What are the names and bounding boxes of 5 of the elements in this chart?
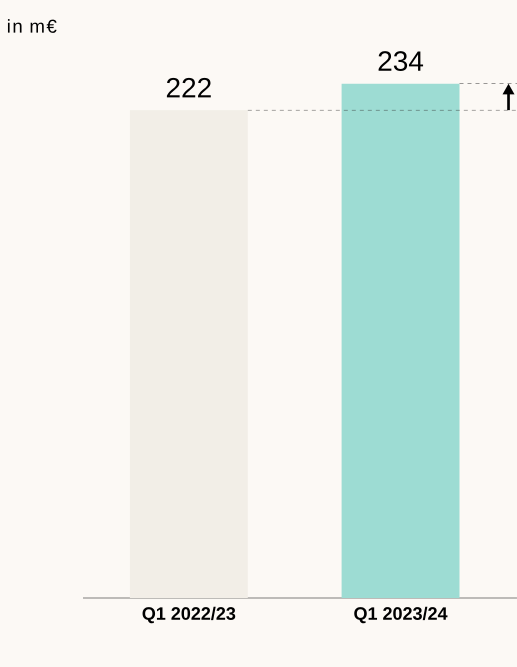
chart-title: in m€	[8, 19, 57, 33]
x-tick-label: Q1 2022/23	[142, 606, 236, 624]
x-tick-label: Q1 2023/24	[354, 606, 448, 624]
data-label: 234	[378, 51, 424, 72]
data-label: 222	[166, 78, 211, 98]
